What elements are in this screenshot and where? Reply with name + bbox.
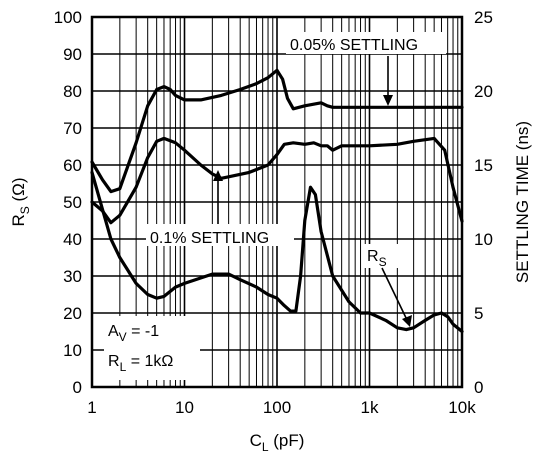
x-axis-label: CL (pF) xyxy=(250,431,305,454)
y-tick-label-right: 20 xyxy=(474,82,493,101)
y-tick-label-left: 70 xyxy=(63,119,82,138)
arrows xyxy=(213,56,412,327)
series-line-2 xyxy=(90,170,464,334)
x-tick-label: 1 xyxy=(87,398,96,417)
y-tick-label-left: 50 xyxy=(63,193,82,212)
y-tick-label-left: 10 xyxy=(63,341,82,360)
y-tick-label-right: 0 xyxy=(474,378,483,397)
series-line-1 xyxy=(90,136,464,225)
x-tick-label: 10k xyxy=(448,398,476,417)
y-tick-label-left: 100 xyxy=(54,8,82,27)
label-bg-av-rl xyxy=(104,316,200,380)
y-tick-label-left: 20 xyxy=(63,304,82,323)
arrow-01-head xyxy=(213,170,223,181)
y-tick-label-left: 0 xyxy=(73,378,82,397)
x-tick-label: 1k xyxy=(361,398,379,417)
series-line-0 xyxy=(90,68,464,194)
grid xyxy=(91,17,462,387)
annotations: 0.05% SETTLING 0.1% SETTLING RS AV = -1 … xyxy=(104,32,446,380)
tick-labels: 1 10 100 1k 10k01020304050607080901000510152… xyxy=(54,8,493,417)
arrow-005-head xyxy=(383,95,393,106)
y-tick-label-left: 40 xyxy=(63,230,82,249)
y-tick-label-right: 25 xyxy=(474,8,493,27)
y-tick-label-right: 15 xyxy=(474,156,493,175)
label-rs: RS xyxy=(367,248,387,269)
x-tick-label: 100 xyxy=(263,398,291,417)
y-tick-label-left: 60 xyxy=(63,156,82,175)
y-tick-label-left: 90 xyxy=(63,45,82,64)
y-tick-label-left: 80 xyxy=(63,82,82,101)
label-bg-rs xyxy=(364,244,404,268)
label-av: AV = -1 xyxy=(108,323,159,344)
label-005-settling: 0.05% SETTLING xyxy=(290,37,418,54)
y-axis-label-left: RS (Ω) xyxy=(9,177,32,226)
arrow-rs-line xyxy=(381,267,409,323)
y-tick-label-right: 5 xyxy=(474,304,483,323)
label-01-settling: 0.1% SETTLING xyxy=(150,230,269,247)
arrow-rs-head xyxy=(402,315,412,327)
y-tick-label-right: 10 xyxy=(474,230,493,249)
plot-frame xyxy=(90,15,464,389)
x-tick-label: 10 xyxy=(175,398,194,417)
label-rl: RL = 1kΩ xyxy=(108,353,173,374)
y-tick-label-left: 30 xyxy=(63,267,82,286)
y-axis-label-right: SETTLING TIME (ns) xyxy=(513,121,532,283)
curves xyxy=(90,68,464,334)
label-bg-01 xyxy=(146,224,294,246)
label-bg-005 xyxy=(286,32,446,54)
